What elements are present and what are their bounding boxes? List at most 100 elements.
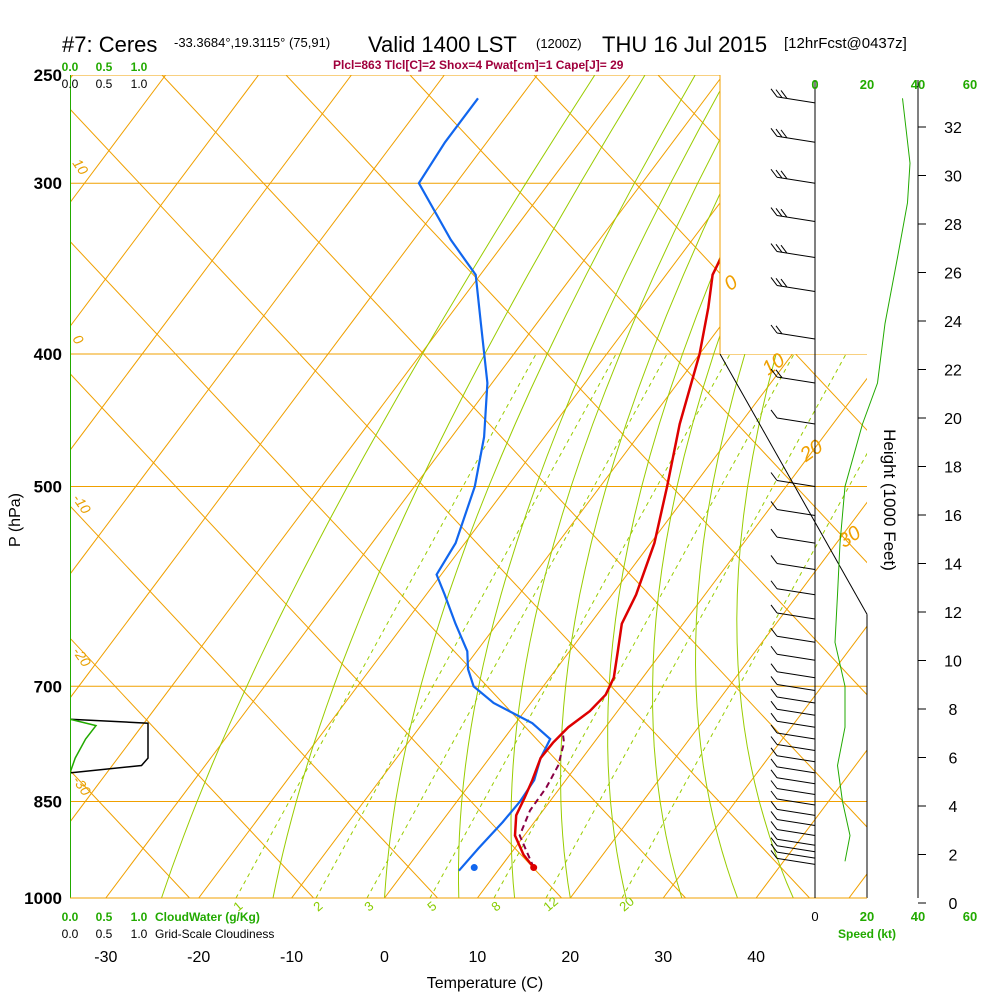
height-tick-label: 20 [944,411,962,428]
wind-barb [770,700,816,716]
isotherm-line [70,75,631,823]
wind-barb [770,604,816,620]
wind-barb-staff [776,417,816,425]
wind-barb [770,88,816,104]
wind-barb-staff [776,787,816,795]
wind-barb-staff [776,332,816,340]
cloudiness-scale-tick-top: 0.0 [62,77,79,91]
pressure-tick-label: 500 [34,478,62,497]
surface-dewpoint-dot [470,864,478,872]
wind-barb-flag [770,528,778,538]
wind-barb-flag [780,170,788,180]
height-tick-label: 8 [949,702,958,719]
isotherm-line [70,75,445,575]
wind-barb [770,645,816,661]
wind-barb [770,409,816,425]
height-tick-label: 4 [949,799,958,816]
wind-barb-staff [776,818,816,826]
height-axis-label: Height (1000 Feet) [880,429,899,571]
temperature-line [513,97,786,869]
wind-barb [770,736,816,751]
wind-barb [770,843,816,859]
speed-tick-top: 60 [963,77,977,92]
speed-label: Speed (kt) [838,927,896,941]
wind-barb-flag [770,277,778,286]
wind-barb-flag [770,368,778,378]
wind-barb-flag [770,604,778,614]
dry-adiabat-line [533,75,867,431]
height-tick-label: 12 [944,605,962,622]
temperature-tick-label: -20 [187,949,210,966]
slanted-frame [719,353,868,615]
wind-barb [770,127,816,143]
temperature-tick-label: 20 [561,949,579,966]
valid-date: THU 16 Jul 2015 [602,32,767,57]
height-tick-label: 26 [944,266,962,283]
isotherm-line [662,625,867,898]
dry-adiabat-line [285,75,867,696]
height-tick-label: 30 [944,169,962,186]
wind-barb-flag [770,580,778,590]
speed-tick-top: 20 [860,77,874,92]
wind-barb-staff [776,588,816,596]
valid-time: Valid 1400 LST [368,32,517,57]
wind-barb-flag [775,169,783,179]
wind-barb-staff [776,251,816,259]
wind-barb-flag [770,712,778,722]
wind-barb-flag [770,168,778,178]
wind-barb-staff [776,135,816,143]
pressure-tick-label: 1000 [24,889,62,908]
isotherm-line [569,501,867,898]
pressure-tick-label: 850 [34,793,62,812]
wind-barb-staff [776,732,816,740]
temperature-tick-label: 40 [747,949,765,966]
wind-barb [770,712,816,728]
wind-barb-flag [770,207,778,216]
moist-adiabat-line [384,75,696,898]
cloudiness-scale-tick-top: 0.5 [96,77,113,91]
wind-barb-flag [770,747,778,757]
height-tick-label: 22 [944,363,962,380]
wind-barb-flag [780,90,788,99]
theta-label: 10 [70,156,92,178]
dry-adiabat-line [906,75,1000,898]
wind-barb-flag [770,501,778,510]
mixing-ratio-label: 12 [540,894,561,915]
wind-barb-flag [780,208,788,218]
wind-barb-flag [770,700,778,710]
mixing-ratio-label: 3 [361,898,376,914]
theta-label: 0 [70,332,88,348]
wind-barb-flag [770,324,778,334]
moist-adiabat-line [272,75,646,898]
wind-barb-staff [776,96,816,104]
wind-barb-flag [770,676,778,685]
wind-barb [770,724,816,740]
wind-barb-flag [775,369,783,379]
forecast-label: [12hrFcst@0437z] [784,35,907,52]
dry-adiabat-label: 20 [795,436,827,467]
wind-barb [770,207,816,223]
moist-adiabat-line [560,75,780,898]
wind-barb-staff [776,376,816,384]
moist-adiabat-line [161,75,596,898]
speed-tick-top: 0 [811,77,818,92]
wind-barb-staff [776,536,816,544]
cloud-scale-tick-top: 0.5 [96,60,113,74]
wind-barb-flag [770,830,778,840]
dry-adiabat-line [161,75,867,828]
wind-barb-flag [770,409,778,419]
wind-barb-staff [776,215,816,223]
wind-barb-staff [776,808,816,816]
wind-barb-staff [776,635,816,643]
pressure-tick-label: 250 [34,66,62,85]
wind-barb [770,837,816,853]
y-axis-label: P (hPa) [7,493,24,547]
wind-barb-flag [775,89,783,98]
isotherm-line [198,75,817,898]
wind-barb-flag [770,850,778,859]
mixing-ratio-line [621,452,867,898]
wind-barb-flag [770,843,778,853]
wind-barb-staff [776,720,816,728]
wind-barb-staff [776,744,816,751]
